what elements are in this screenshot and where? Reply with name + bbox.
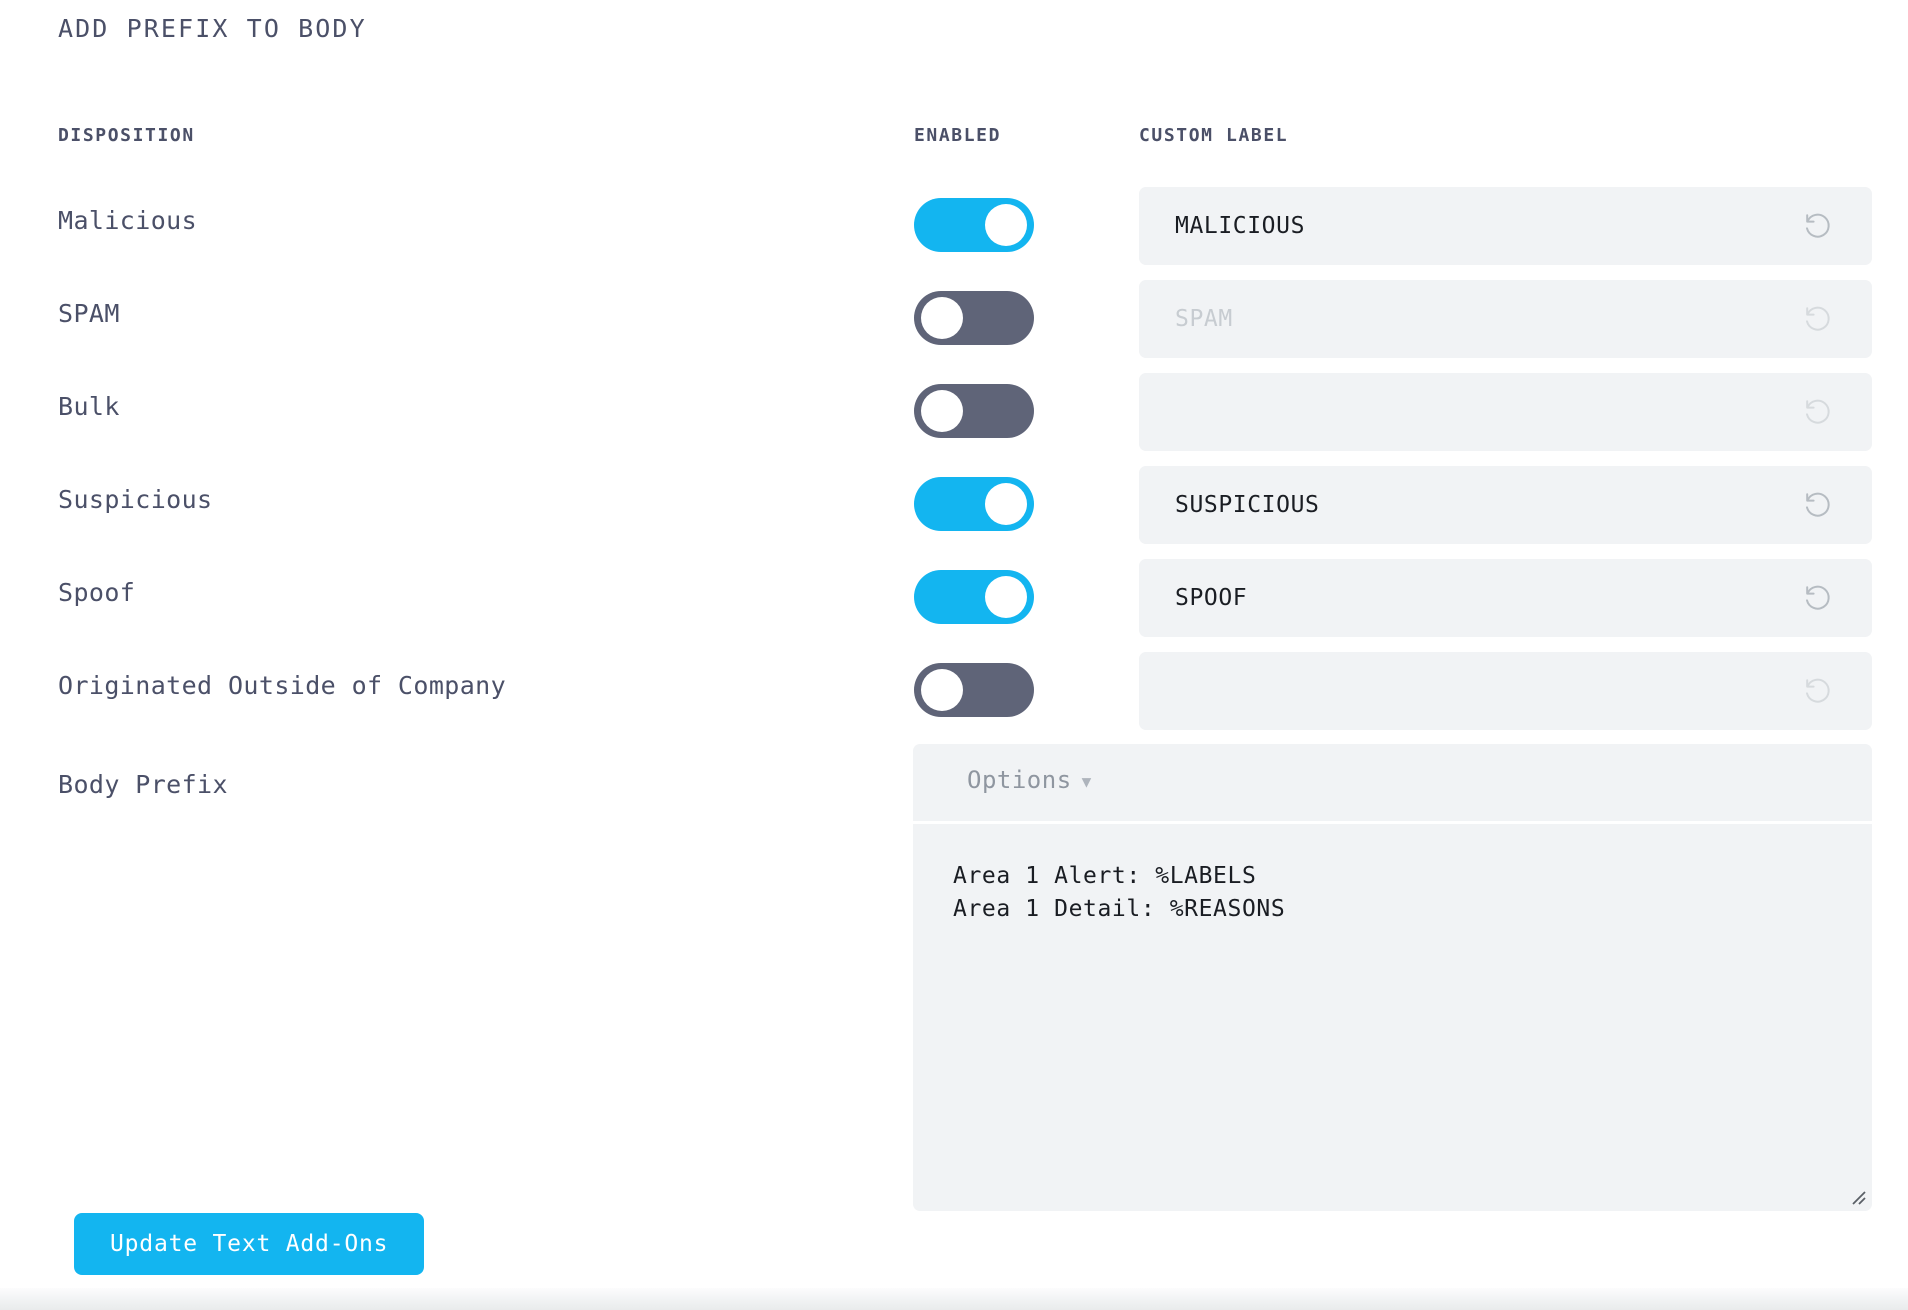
custom-label-field[interactable] xyxy=(1139,373,1872,451)
custom-label-value: SUSPICIOUS xyxy=(1175,492,1320,518)
table-row: Suspicious SUSPICIOUS xyxy=(0,459,1908,552)
table-row: Bulk xyxy=(0,366,1908,459)
disposition-label: Malicious xyxy=(58,206,198,235)
toggle-knob xyxy=(985,576,1027,618)
disposition-label: Originated Outside of Company xyxy=(58,671,507,700)
reset-icon[interactable] xyxy=(1802,489,1834,521)
custom-label-value: SPOOF xyxy=(1175,585,1248,611)
options-dropdown-label: Options xyxy=(967,766,1072,794)
page-title: ADD PREFIX TO BODY xyxy=(58,14,367,43)
custom-label-field[interactable] xyxy=(1139,652,1872,730)
custom-label-value: SPAM xyxy=(1175,306,1233,332)
custom-label-field[interactable]: SPOOF xyxy=(1139,559,1872,637)
reset-icon[interactable] xyxy=(1802,396,1834,428)
toggle-knob xyxy=(921,669,963,711)
table-row: Spoof SPOOF xyxy=(0,552,1908,645)
body-prefix-options-bar: Options ▼ xyxy=(913,744,1872,821)
table-row: SPAM SPAM xyxy=(0,273,1908,366)
custom-label-field[interactable]: MALICIOUS xyxy=(1139,187,1872,265)
enabled-toggle[interactable] xyxy=(914,477,1034,531)
toggle-knob xyxy=(985,204,1027,246)
reset-icon[interactable] xyxy=(1802,210,1834,242)
reset-icon[interactable] xyxy=(1802,675,1834,707)
enabled-toggle[interactable] xyxy=(914,663,1034,717)
table-row: Malicious MALICIOUS xyxy=(0,180,1908,273)
toggle-knob xyxy=(921,390,963,432)
column-header-disposition: DISPOSITION xyxy=(58,125,195,146)
disposition-label: Suspicious xyxy=(58,485,213,514)
custom-label-field[interactable]: SPAM xyxy=(1139,280,1872,358)
custom-label-value: MALICIOUS xyxy=(1175,213,1306,239)
toggle-knob xyxy=(921,297,963,339)
body-prefix-textarea-value: Area 1 Alert: %LABELS Area 1 Detail: %RE… xyxy=(953,863,1286,922)
disposition-label: Spoof xyxy=(58,578,136,607)
enabled-toggle[interactable] xyxy=(914,198,1034,252)
textarea-resize-handle[interactable] xyxy=(1845,1184,1867,1206)
disposition-label: SPAM xyxy=(58,299,120,328)
enabled-toggle[interactable] xyxy=(914,570,1034,624)
toggle-knob xyxy=(985,483,1027,525)
enabled-toggle[interactable] xyxy=(914,384,1034,438)
update-text-add-ons-button[interactable]: Update Text Add-Ons xyxy=(74,1213,425,1275)
options-dropdown-button[interactable]: Options ▼ xyxy=(967,766,1092,794)
body-prefix-panel: Options ▼ Area 1 Alert: %LABELS Area 1 De… xyxy=(913,744,1872,1211)
disposition-rows: Malicious MALICIOUS SPAM SPAM Bulk Suspicious… xyxy=(0,180,1908,738)
custom-label-field[interactable]: SUSPICIOUS xyxy=(1139,466,1872,544)
footer-strip xyxy=(0,1288,1908,1310)
column-header-custom-label: CUSTOM LABEL xyxy=(1139,125,1289,146)
body-prefix-label: Body Prefix xyxy=(58,770,228,799)
table-row: Originated Outside of Company xyxy=(0,645,1908,738)
enabled-toggle[interactable] xyxy=(914,291,1034,345)
disposition-label: Bulk xyxy=(58,392,120,421)
reset-icon[interactable] xyxy=(1802,582,1834,614)
reset-icon[interactable] xyxy=(1802,303,1834,335)
body-prefix-textarea[interactable]: Area 1 Alert: %LABELS Area 1 Detail: %RE… xyxy=(913,824,1872,1211)
chevron-down-icon: ▼ xyxy=(1081,771,1092,791)
column-header-enabled: ENABLED xyxy=(914,125,1002,146)
